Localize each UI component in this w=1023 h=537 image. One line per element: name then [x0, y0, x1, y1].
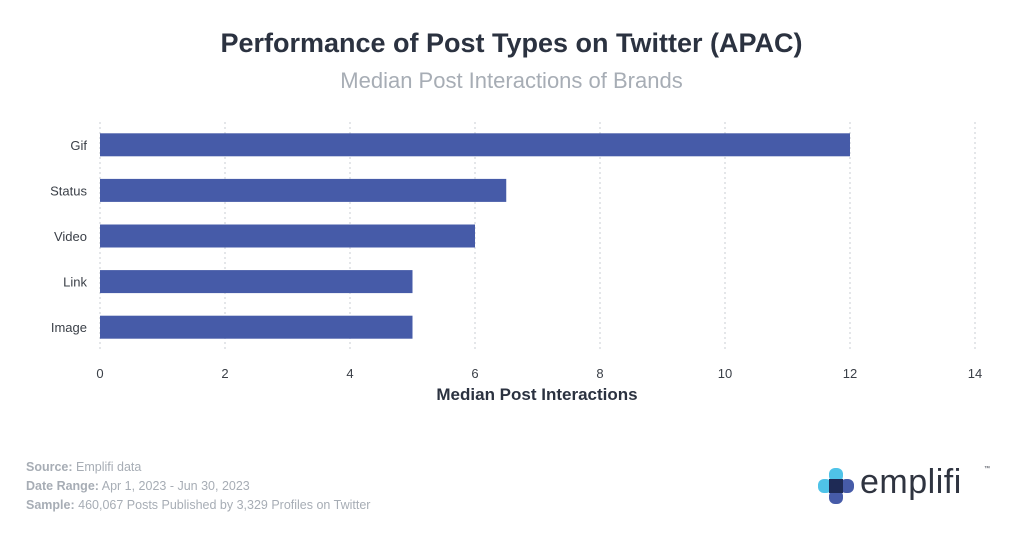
- category-label-image: Image: [51, 320, 87, 335]
- date-range-label: Date Range:: [26, 479, 99, 493]
- x-tick-label: 0: [96, 366, 103, 381]
- bar-gif: [100, 133, 850, 157]
- source-line: Source: Emplifi data: [26, 458, 370, 477]
- emplifi-logo-text: emplifi: [860, 463, 962, 501]
- x-tick-label: 14: [968, 366, 982, 381]
- emplifi-logo: emplifi ™: [816, 463, 991, 506]
- chart-title: Performance of Post Types on Twitter (AP…: [220, 28, 803, 58]
- x-tick-label: 6: [471, 366, 478, 381]
- x-tick-label: 8: [596, 366, 603, 381]
- sample-line: Sample: 460,067 Posts Published by 3,329…: [26, 496, 370, 515]
- category-label-video: Video: [54, 229, 87, 244]
- sample-label: Sample:: [26, 498, 75, 512]
- bar-status: [100, 178, 507, 202]
- trademark-mark: ™: [984, 466, 990, 472]
- category-label-link: Link: [63, 275, 87, 290]
- emplifi-logo-icon: [818, 468, 854, 504]
- bar-image: [100, 315, 413, 339]
- bar-chart: Gif Status Video Link Image 0 2 4 6 8 10 12 14 Medi…: [50, 122, 982, 404]
- bars: [100, 133, 850, 339]
- category-labels: Gif Status Video Link Image: [50, 138, 87, 335]
- date-range-line: Date Range: Apr 1, 2023 - Jun 30, 2023: [26, 477, 370, 496]
- category-label-status: Status: [50, 183, 87, 198]
- chart-subtitle: Median Post Interactions of Brands: [340, 68, 683, 93]
- x-tick-label: 2: [221, 366, 228, 381]
- sample-value: 460,067 Posts Published by 3,329 Profile…: [78, 498, 371, 512]
- x-tick-label: 4: [346, 366, 353, 381]
- x-axis-label: Median Post Interactions: [436, 385, 637, 404]
- category-label-gif: Gif: [70, 138, 87, 153]
- grid-lines: [99, 122, 976, 350]
- bar-video: [100, 224, 475, 248]
- footer-notes: Source: Emplifi data Date Range: Apr 1, …: [26, 458, 370, 515]
- x-tick-label: 12: [843, 366, 857, 381]
- bar-link: [100, 270, 413, 294]
- source-label: Source:: [26, 460, 73, 474]
- source-value: Emplifi data: [76, 460, 142, 474]
- date-range-value: Apr 1, 2023 - Jun 30, 2023: [101, 479, 250, 493]
- x-tick-label: 10: [718, 366, 732, 381]
- tick-labels: 0 2 4 6 8 10 12 14: [96, 366, 982, 381]
